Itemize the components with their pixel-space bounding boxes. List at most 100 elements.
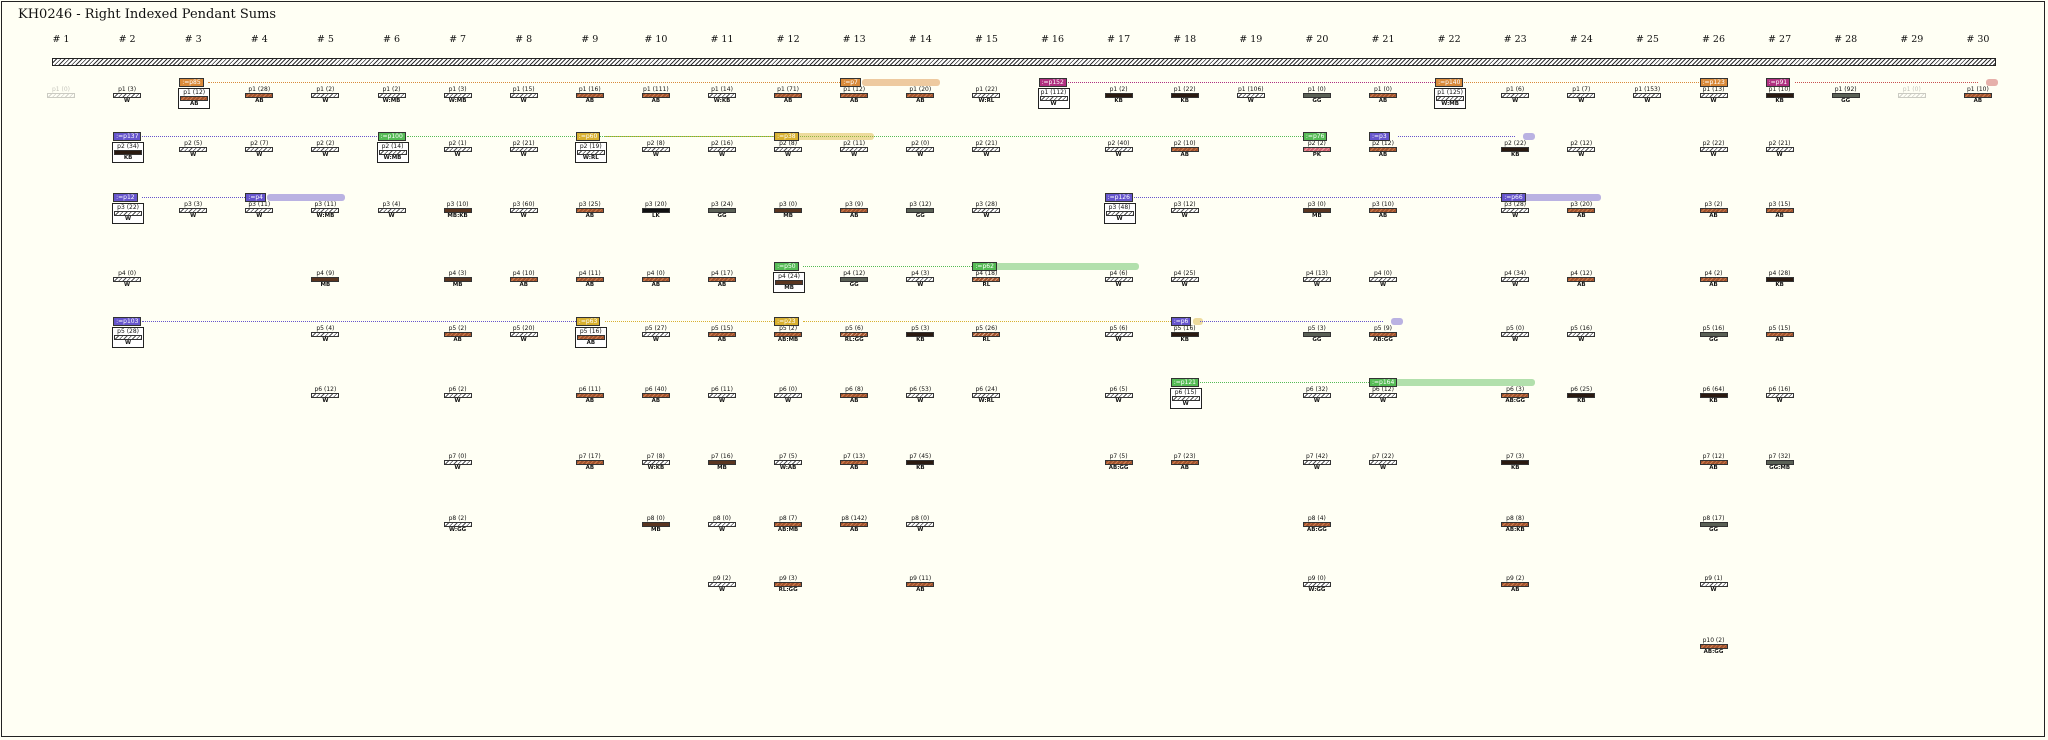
pendant-label: p3 (10) <box>446 201 469 208</box>
pendant-label: p6 (53) <box>909 386 932 393</box>
pendant-color-code: W <box>917 282 924 288</box>
pendant-label: p9 (0) <box>1307 575 1326 582</box>
pendant-label: p9 (3) <box>779 575 798 582</box>
pendant-color-code: W <box>1512 213 1519 219</box>
column-header-29: # 29 <box>1900 34 1924 45</box>
pendant-label: p8 (0) <box>911 515 930 522</box>
pendant-label: p8 (0) <box>712 515 732 522</box>
pendant-color-code: W <box>1116 216 1123 222</box>
pendant-color-code: AB <box>453 337 462 343</box>
sum-tag: :=p152 <box>1038 78 1067 87</box>
pendant: p8 (0) W <box>905 515 935 534</box>
pendant-label: p2 (10) <box>1173 140 1196 147</box>
pendant-color-code: W <box>520 152 527 158</box>
pendant: p2 (5) W <box>178 140 208 159</box>
pendant: p4 (2) AB <box>1699 270 1729 289</box>
pendant-bar <box>443 332 472 337</box>
pendant-color-code: W <box>520 337 527 343</box>
sum-link-line <box>1199 321 1383 322</box>
pendant-bar <box>840 332 869 337</box>
column-header-22: # 22 <box>1437 34 1461 45</box>
pendant-label: p9 (11) <box>909 575 932 582</box>
pendant-label: p6 (24) <box>975 386 998 393</box>
pendant-color-code: W <box>1181 282 1188 288</box>
pendant-label: p2 (12) <box>1372 140 1394 147</box>
pendant-label: p5 (0) <box>1506 325 1525 332</box>
pendant-bar <box>180 96 209 101</box>
pendant-color-code: W <box>1512 337 1519 343</box>
pendant-label: p4 (2) <box>1704 270 1723 277</box>
pendant: p6 (40) AB <box>641 386 671 405</box>
pendant: p9 (2) AB <box>1500 575 1530 594</box>
pendant-label: p8 (17) <box>1702 515 1725 522</box>
pendant: p4 (0) W <box>112 270 142 289</box>
pendant: p3 (22) W <box>112 203 145 224</box>
pendant-color-code: W <box>322 98 329 104</box>
pendant-label: p2 (7) <box>250 140 269 147</box>
pendant: p6 (32) W <box>1302 386 1332 405</box>
pendant: p2 (0) W <box>905 140 935 159</box>
pendant: p7 (3) KB <box>1500 453 1530 472</box>
sum-link-bar <box>994 263 1139 270</box>
pendant-bar <box>1501 332 1530 337</box>
pendant: p2 (14) W:MB <box>376 142 409 163</box>
pendant-bar <box>906 277 935 282</box>
pendant-label: p1 (22) <box>1173 86 1196 93</box>
pendant-color-code: AB <box>849 98 859 104</box>
pendant-label: p4 (6) <box>1109 270 1128 277</box>
pendant-label: p7 (22) <box>1372 453 1394 460</box>
pendant-label: p1 (22) <box>975 86 998 93</box>
pendant-label: p2 (8) <box>646 140 665 147</box>
pendant-bar <box>575 460 604 465</box>
pendant-color-code: W <box>256 152 263 158</box>
pendant-label: p1 (13) <box>1702 86 1725 93</box>
pendant: p7 (17) AB <box>575 453 605 472</box>
pendant: p3 (28) W <box>1500 201 1530 220</box>
pendant-bar <box>311 277 340 282</box>
pendant: p5 (16) GG <box>1699 325 1729 344</box>
pendant: p7 (5) AB:GG <box>1104 453 1134 472</box>
pendant-bar <box>245 208 274 213</box>
pendant-label: p10 (2) <box>1702 637 1725 644</box>
pendant-bar <box>113 93 142 98</box>
pendant-bar <box>1765 277 1794 282</box>
sum-link-line <box>803 321 1185 322</box>
pendant: p3 (15) AB <box>1765 201 1795 220</box>
pendant-color-code: MB:KB <box>447 213 468 219</box>
sum-link-line <box>803 266 987 267</box>
pendant-color-code: W <box>124 282 131 288</box>
pendant-color-code: MB <box>717 465 727 471</box>
pendant-label: p5 (6) <box>1109 325 1128 332</box>
pendant-label: p3 (60) <box>512 201 535 208</box>
sum-tag: :=p66 <box>1501 193 1526 202</box>
pendant-color-code: GG <box>1312 337 1322 343</box>
pendant-color-code: W <box>1379 282 1387 288</box>
pendant-label: p4 (13) <box>1305 270 1328 277</box>
pendant-color-code: PK <box>1312 152 1322 158</box>
pendant-label: p7 (45) <box>909 453 932 460</box>
sum-link-bar <box>267 194 346 201</box>
pendant: p7 (22) W <box>1368 453 1398 472</box>
sum-tag: :=p7 <box>840 78 861 87</box>
pendant-color-code: W <box>1115 152 1122 158</box>
pendant-color-code: W:MB <box>316 213 335 219</box>
pendant-label: p7 (8) <box>646 453 665 460</box>
pendant-label: p1 (16) <box>578 86 601 93</box>
pendant-bar <box>774 208 803 213</box>
pendant-label: p4 (0) <box>1373 270 1393 277</box>
pendant-color-code: W <box>454 398 461 404</box>
pendant-label: p6 (11) <box>578 386 601 393</box>
pendant-color-code: RL:GG <box>844 337 864 343</box>
pendant-color-code: W <box>718 398 726 404</box>
pendant-label: p4 (34) <box>1504 270 1527 277</box>
pendant-label: p1 (7) <box>1572 86 1591 93</box>
pendant: p8 (0) MB <box>641 515 671 534</box>
pendant-color-code: AB <box>189 101 199 107</box>
pendant-label: p5 (26) <box>975 325 998 332</box>
pendant: p9 (1) W <box>1699 575 1729 594</box>
pendant: p4 (3) MB <box>443 270 473 289</box>
pendant-label: p5 (6) <box>845 325 864 332</box>
pendant: p2 (8) W <box>641 140 671 159</box>
pendant-color-code: W <box>322 152 329 158</box>
sum-tag: :=p38 <box>774 132 799 141</box>
